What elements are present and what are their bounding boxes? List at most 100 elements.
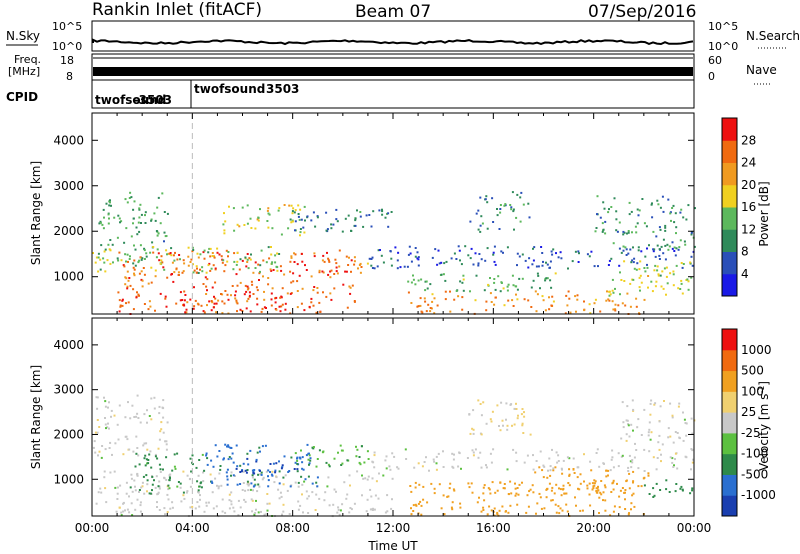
data-pixel <box>254 261 257 264</box>
data-pixel <box>160 421 163 424</box>
data-pixel <box>624 498 626 501</box>
data-pixel <box>671 247 674 250</box>
data-pixel <box>205 285 208 288</box>
colorbar-tick-label: -25 <box>741 426 761 440</box>
data-pixel <box>132 308 135 311</box>
data-pixel <box>493 245 496 248</box>
data-pixel <box>636 208 639 211</box>
data-pixel <box>107 213 110 216</box>
data-pixel <box>146 409 148 412</box>
data-pixel <box>410 490 413 493</box>
data-pixel <box>417 502 420 505</box>
data-pixel <box>566 456 569 459</box>
data-pixel <box>690 231 693 234</box>
data-pixel <box>658 448 661 451</box>
data-pixel <box>647 286 649 289</box>
data-pixel <box>431 256 434 259</box>
data-pixel <box>113 470 116 473</box>
data-pixel <box>691 264 694 267</box>
data-pixel <box>664 244 667 247</box>
data-pixel <box>263 306 266 309</box>
colorbar-tick-label: 4 <box>741 267 749 281</box>
data-pixel <box>302 511 304 514</box>
data-pixel <box>266 493 269 495</box>
data-pixel <box>290 281 293 284</box>
data-pixel <box>643 298 646 301</box>
data-pixel <box>630 508 632 511</box>
data-pixel <box>189 506 192 509</box>
data-pixel <box>512 208 515 211</box>
data-pixel <box>267 246 270 249</box>
data-pixel <box>436 304 439 307</box>
data-pixel <box>262 476 265 479</box>
data-pixel <box>544 279 547 282</box>
data-pixel <box>472 263 475 266</box>
data-pixel <box>138 259 141 262</box>
data-pixel <box>631 259 634 262</box>
data-pixel <box>544 309 547 312</box>
data-pixel <box>643 267 646 269</box>
data-pixel <box>370 225 373 228</box>
data-pixel <box>635 268 638 271</box>
data-pixel <box>119 484 122 487</box>
data-pixel <box>156 206 159 209</box>
data-pixel <box>560 467 563 470</box>
data-pixel <box>365 214 368 217</box>
data-pixel <box>197 303 200 306</box>
data-pixel <box>503 304 506 307</box>
data-pixel <box>299 504 302 507</box>
data-pixel <box>237 499 240 502</box>
data-pixel <box>267 479 270 482</box>
data-pixel <box>255 458 258 461</box>
data-pixel <box>157 491 160 494</box>
data-pixel <box>610 206 613 208</box>
data-pixel <box>386 494 389 497</box>
data-pixel <box>477 399 480 402</box>
data-pixel <box>596 213 598 216</box>
data-pixel <box>386 212 388 215</box>
data-pixel <box>109 441 112 444</box>
data-pixel <box>235 299 238 302</box>
data-pixel <box>520 413 523 416</box>
data-pixel <box>340 464 343 466</box>
data-pixel <box>412 274 414 277</box>
data-pixel <box>631 399 634 402</box>
data-pixel <box>341 462 344 465</box>
data-pixel <box>104 417 106 419</box>
data-pixel <box>95 396 98 399</box>
data-pixel <box>453 453 455 456</box>
data-pixel <box>674 431 677 433</box>
data-pixel <box>241 489 244 491</box>
data-pixel <box>654 264 657 267</box>
data-pixel <box>221 510 224 513</box>
data-pixel <box>581 509 584 512</box>
data-pixel <box>138 207 141 210</box>
data-pixel <box>677 405 680 408</box>
data-pixel <box>654 255 657 258</box>
data-pixel <box>545 496 548 499</box>
data-pixel <box>660 460 662 463</box>
data-pixel <box>241 206 244 209</box>
data-pixel <box>122 453 125 456</box>
data-pixel <box>166 253 168 256</box>
data-pixel <box>171 506 174 509</box>
data-pixel <box>289 270 292 273</box>
data-pixel <box>118 506 121 509</box>
data-pixel <box>318 301 321 304</box>
data-pixel <box>200 304 203 307</box>
data-pixel <box>236 483 239 486</box>
data-pixel <box>451 452 454 455</box>
data-pixel <box>537 265 540 268</box>
data-pixel <box>124 283 127 286</box>
data-pixel <box>175 302 178 305</box>
data-pixel <box>646 266 649 269</box>
data-pixel <box>521 277 524 280</box>
data-pixel <box>253 469 256 471</box>
data-pixel <box>349 292 352 295</box>
data-pixel <box>125 227 128 230</box>
data-pixel <box>674 458 676 461</box>
data-pixel <box>565 492 568 495</box>
data-pixel <box>228 507 231 510</box>
data-pixel <box>515 293 517 296</box>
data-pixel <box>498 425 500 427</box>
